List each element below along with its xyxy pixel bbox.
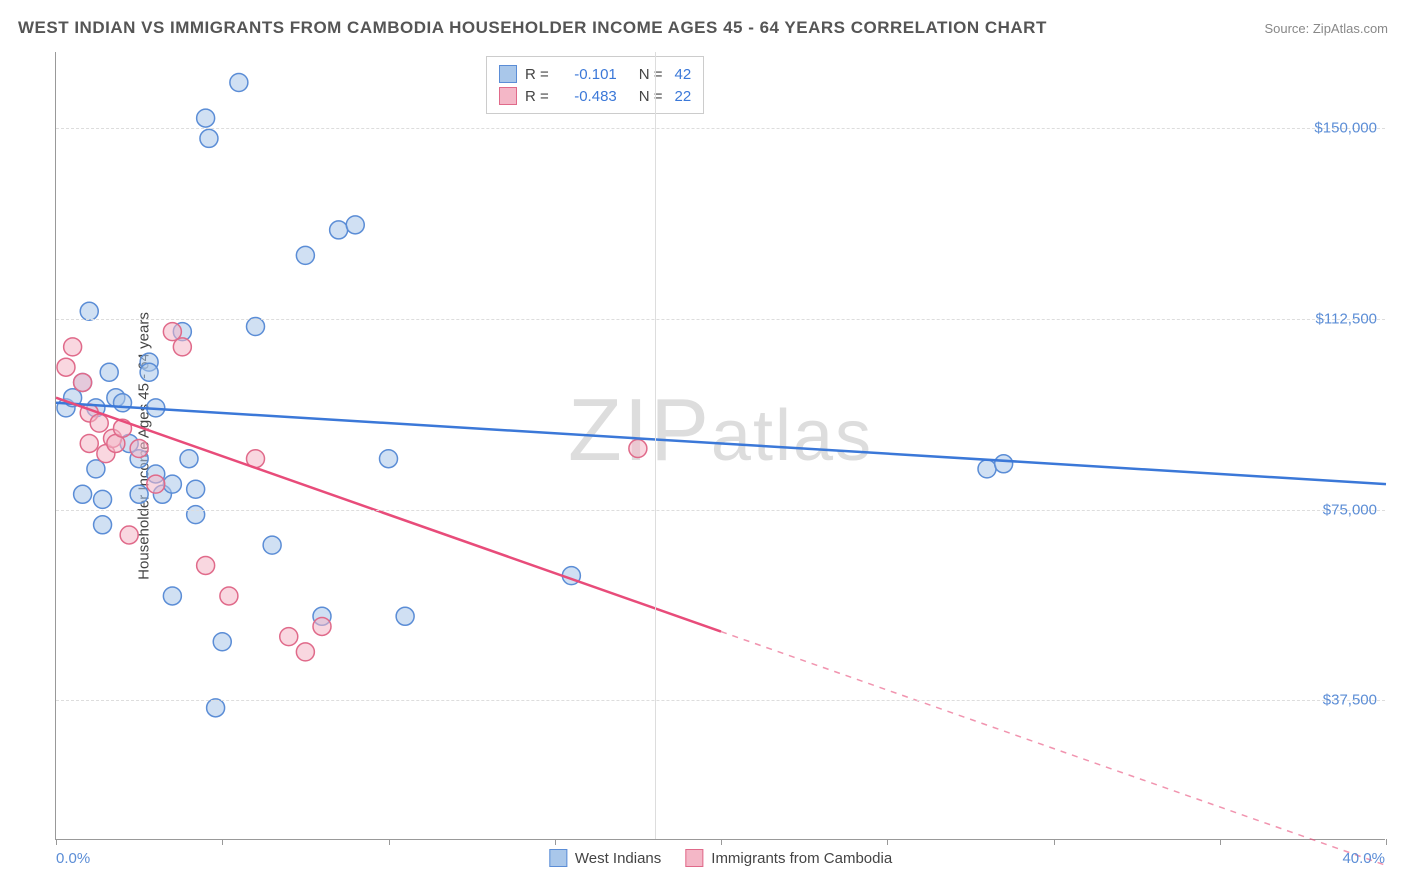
legend-n-value: 42 (675, 66, 692, 83)
legend-swatch (549, 849, 567, 867)
scatter-point (380, 450, 398, 468)
y-tick-label: $112,500 (1316, 310, 1377, 327)
scatter-point (197, 556, 215, 574)
scatter-point (120, 526, 138, 544)
scatter-point (187, 506, 205, 524)
trend-line-solid (56, 398, 721, 632)
legend-n-label: N = (639, 66, 663, 83)
scatter-point (330, 221, 348, 239)
chart-svg (56, 52, 1385, 839)
bottom-legend-label: West Indians (575, 850, 661, 867)
scatter-point (173, 338, 191, 356)
scatter-point (80, 302, 98, 320)
scatter-point (80, 434, 98, 452)
legend-r-label: R = (525, 66, 549, 83)
gridline-h (56, 510, 1385, 511)
scatter-point (313, 617, 331, 635)
scatter-point (296, 246, 314, 264)
x-tick-mark (1220, 839, 1221, 845)
legend-r-label: R = (525, 88, 549, 105)
x-tick-label: 40.0% (1342, 850, 1385, 867)
x-tick-mark (56, 839, 57, 845)
scatter-point (207, 699, 225, 717)
scatter-point (74, 485, 92, 503)
x-tick-mark (887, 839, 888, 845)
legend-r-value: -0.101 (561, 66, 617, 83)
x-tick-mark (1054, 839, 1055, 845)
scatter-point (280, 628, 298, 646)
plot-area: ZIPatlas R =-0.101N =42R =-0.483N =22 We… (55, 52, 1385, 840)
scatter-point (90, 414, 108, 432)
scatter-point (629, 440, 647, 458)
y-tick-label: $75,000 (1323, 501, 1377, 518)
scatter-point (197, 109, 215, 127)
y-tick-label: $150,000 (1314, 120, 1377, 137)
bottom-legend-item: West Indians (549, 849, 661, 867)
scatter-point (163, 475, 181, 493)
scatter-point (263, 536, 281, 554)
scatter-point (163, 587, 181, 605)
scatter-point (978, 460, 996, 478)
legend-swatch (499, 65, 517, 83)
scatter-point (396, 607, 414, 625)
scatter-point (114, 394, 132, 412)
scatter-point (100, 363, 118, 381)
x-tick-mark (721, 839, 722, 845)
gridline-h (56, 128, 1385, 129)
scatter-point (94, 490, 112, 508)
gridline-h (56, 319, 1385, 320)
legend-n-value: 22 (675, 88, 692, 105)
chart-source: Source: ZipAtlas.com (1264, 21, 1388, 36)
correlation-legend: R = -0.101 N = 42 R = -0.483 N = 22 (486, 56, 704, 114)
scatter-point (147, 475, 165, 493)
scatter-point (130, 440, 148, 458)
scatter-point (64, 338, 82, 356)
legend-swatch (499, 87, 517, 105)
scatter-point (94, 516, 112, 534)
legend-n-label: N = (639, 88, 663, 105)
chart-title: WEST INDIAN VS IMMIGRANTS FROM CAMBODIA … (18, 18, 1047, 38)
scatter-point (57, 358, 75, 376)
series-legend: West Indians Immigrants from Cambodia (549, 849, 892, 867)
scatter-point (230, 74, 248, 92)
scatter-point (74, 373, 92, 391)
bottom-legend-label: Immigrants from Cambodia (711, 850, 892, 867)
legend-r-value: -0.483 (561, 88, 617, 105)
gridline-h (56, 700, 1385, 701)
trend-line-dashed (721, 632, 1386, 866)
scatter-point (346, 216, 364, 234)
scatter-point (220, 587, 238, 605)
scatter-point (180, 450, 198, 468)
trend-line (56, 403, 1386, 484)
scatter-point (247, 318, 265, 336)
scatter-point (200, 129, 218, 147)
scatter-point (140, 363, 158, 381)
x-tick-mark (1386, 839, 1387, 845)
bottom-legend-item: Immigrants from Cambodia (685, 849, 892, 867)
scatter-point (296, 643, 314, 661)
scatter-point (995, 455, 1013, 473)
x-tick-mark (222, 839, 223, 845)
legend-swatch (685, 849, 703, 867)
gridline-v (655, 52, 656, 839)
x-tick-label: 0.0% (56, 850, 90, 867)
x-tick-mark (555, 839, 556, 845)
legend-row: R = -0.101 N = 42 (499, 63, 691, 85)
y-tick-label: $37,500 (1323, 692, 1377, 709)
x-tick-mark (389, 839, 390, 845)
legend-row: R = -0.483 N = 22 (499, 85, 691, 107)
scatter-point (187, 480, 205, 498)
scatter-point (130, 485, 148, 503)
scatter-point (213, 633, 231, 651)
